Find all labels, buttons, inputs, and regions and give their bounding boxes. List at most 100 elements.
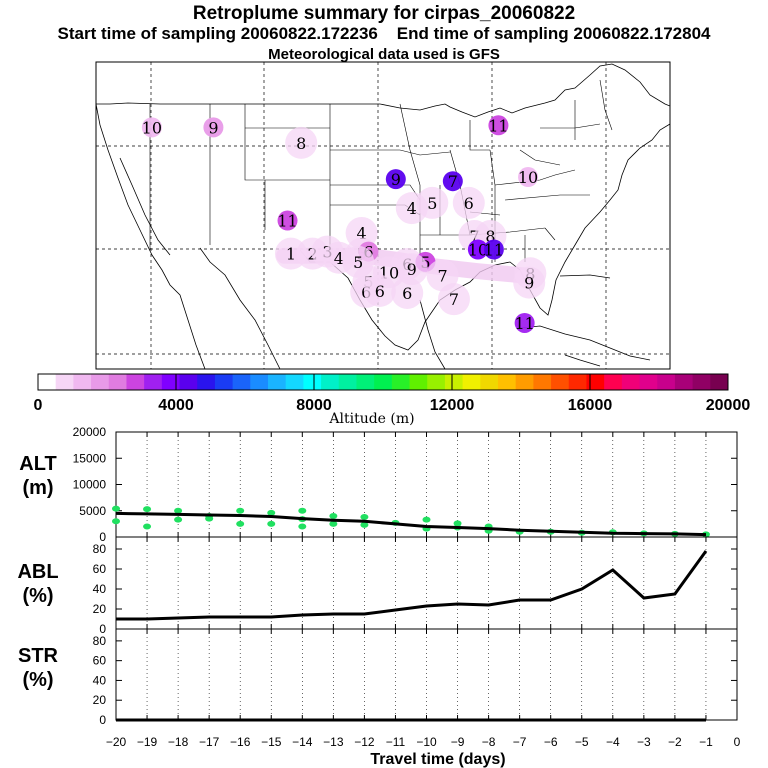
abl-panel: 80 60 40 20 0 ABL(%)	[17, 536, 738, 636]
abl-ytick-label: 20	[93, 602, 107, 616]
plume-marker-dot	[452, 186, 485, 219]
colorbar-cell	[38, 374, 57, 390]
x-tick-label: −7	[513, 735, 527, 749]
plume-marker-dot	[467, 239, 488, 260]
alt-ytick-label: 0	[99, 530, 106, 544]
x-tick-label: −13	[323, 735, 344, 749]
str-ytick-label: 60	[93, 654, 107, 668]
plume-marker-label: 7	[448, 172, 458, 191]
alt-particle-point	[143, 506, 152, 513]
colorbar-cell	[73, 374, 92, 390]
colorbar-cell	[586, 374, 605, 390]
colorbar-tick-label: 12000	[430, 397, 475, 414]
plume-marker-dot	[385, 169, 406, 190]
colorbar-tick-label: 0	[34, 397, 43, 414]
colorbar-cell	[126, 374, 145, 390]
colorbar-cell	[338, 374, 357, 390]
alt-particle-point	[298, 507, 307, 514]
alt-particle-point	[112, 505, 120, 512]
colorbar-cell	[321, 374, 340, 390]
plume-marker-label: 6	[464, 194, 474, 213]
colorbar-cell	[91, 374, 110, 390]
alt-particle-point	[236, 507, 245, 514]
colorbar-cell	[55, 374, 74, 390]
plume-marker-dot	[277, 210, 298, 231]
plume-marker-dot	[483, 239, 504, 260]
x-tick-label: −3	[637, 735, 651, 749]
plot-title: Retroplume summary for cirpas_20060822	[192, 3, 576, 24]
x-tick-label: −8	[482, 735, 496, 749]
colorbar-cell	[604, 374, 623, 390]
alt-particle-point	[329, 513, 338, 519]
colorbar-tick-label: 8000	[296, 397, 332, 414]
alt-particle-point	[453, 520, 462, 527]
abl-ytick-label: 0	[99, 622, 106, 636]
plume-marker-label: 9	[208, 118, 218, 137]
plume-marker-label: 10	[468, 241, 488, 260]
colorbar-tick-label: 16000	[568, 397, 613, 414]
map-panel: 1098111097564117841234565659107895666710…	[95, 61, 671, 370]
x-tick-label: −6	[544, 735, 558, 749]
plume-marker-dot	[203, 117, 224, 138]
sampling-times: Start time of sampling 20060822.172236 E…	[0, 24, 768, 44]
plume-marker-label: 11	[277, 212, 297, 231]
colorbar-cell	[303, 374, 322, 390]
plume-marker-dot	[518, 167, 539, 188]
plume-marker: 7	[426, 259, 459, 292]
str-ytick-label: 80	[93, 634, 107, 648]
colorbar-cell	[427, 374, 446, 390]
alt-particle-point	[174, 516, 183, 523]
str-panel: 80 60 40 20 0 STR(%)	[18, 628, 738, 727]
abl-panel-unit: (%)	[22, 585, 53, 607]
alt-particle-point	[143, 523, 152, 530]
colorbar-tick-label: 4000	[158, 397, 194, 414]
plume-marker-label: 7	[437, 266, 447, 285]
str-panel-label: STR	[18, 645, 59, 667]
str-panel-unit: (%)	[22, 669, 53, 691]
alt-particle-point	[360, 521, 369, 528]
colorbar-cell	[144, 374, 163, 390]
plume-marker-dot	[395, 192, 428, 225]
plume-marker-dot	[514, 312, 535, 333]
alt-particle-point	[236, 520, 245, 527]
abl-series-line	[116, 550, 708, 621]
alt-particle-point	[112, 518, 120, 525]
plume-marker-label: 1	[286, 245, 296, 264]
colorbar-cell	[285, 374, 304, 390]
plume-marker: 4	[395, 192, 428, 225]
colorbar-cell	[444, 374, 464, 390]
colorbar-cell	[621, 374, 641, 390]
x-tick-label: −10	[416, 735, 437, 749]
plume-marker-dot	[488, 115, 509, 136]
alt-series-line	[115, 511, 707, 537]
abl-ytick-label: 80	[93, 542, 107, 556]
alt-particle-point	[174, 507, 183, 514]
colorbar-cell	[108, 374, 127, 390]
x-tick-label: −18	[168, 735, 189, 749]
plume-marker-label: 5	[353, 253, 363, 272]
x-tick-label: −16	[230, 735, 251, 749]
plume-marker-dot	[426, 259, 459, 292]
colorbar-cell	[232, 374, 251, 390]
x-tick-label: −9	[451, 735, 465, 749]
plume-marker: 6	[391, 276, 424, 309]
plume-marker-label: 6	[375, 282, 385, 301]
plume-marker-label: 4	[407, 199, 417, 218]
plume-marker-label: 10	[518, 168, 538, 187]
x-tick-label: −4	[606, 735, 620, 749]
colorbar-cell	[374, 374, 393, 390]
plume-marker-label: 10	[142, 118, 162, 137]
plume-marker: 11	[277, 210, 298, 231]
str-ytick-label: 0	[99, 713, 106, 727]
plume-marker-label: 9	[524, 274, 534, 293]
colorbar-cell	[710, 374, 729, 390]
met-data-note: Meteorological data used is GFS	[268, 46, 500, 63]
alt-panel-unit: (m)	[22, 477, 53, 499]
x-tick-label: −5	[575, 735, 589, 749]
alt-particle-point	[267, 509, 276, 516]
x-axis-title: Travel time (days)	[370, 751, 505, 768]
colorbar-cell	[639, 374, 658, 390]
x-axis-ticks: −20 −19 −18 −17 −16 −15 −14 −13 −12 −11 −10 −9 −8 −7−…	[106, 735, 741, 749]
map-frame	[95, 61, 671, 370]
plume-marker: 6	[363, 274, 396, 307]
